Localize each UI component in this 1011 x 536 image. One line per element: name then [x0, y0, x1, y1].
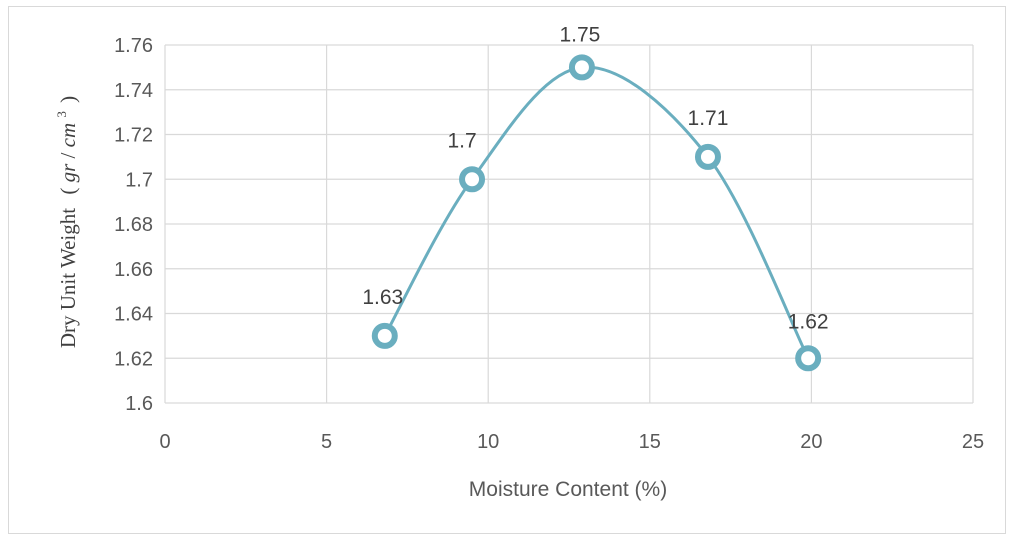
data-point: [459, 166, 486, 193]
data-points: [371, 54, 822, 372]
y-tick-label: 1.76: [114, 35, 153, 57]
y-axis-unit-cm: cm: [56, 123, 80, 148]
y-tick-label: 1.66: [114, 259, 153, 281]
x-tick-label: 15: [639, 431, 661, 453]
data-label: 1.75: [559, 23, 600, 46]
x-tick-label: 25: [962, 431, 984, 453]
x-axis-title: Moisture Content (%): [469, 478, 667, 501]
x-tick-label: 0: [159, 431, 170, 453]
y-tick-label: 1.74: [114, 80, 153, 102]
x-tick-labels: 0 5 10 15 20 25: [159, 431, 984, 453]
x-tick-label: 5: [321, 431, 332, 453]
data-label: 1.62: [788, 310, 829, 333]
y-tick-label: 1.68: [114, 214, 153, 236]
y-axis-title: Dry Unit Weight ( gr / cm 3 ): [47, 96, 80, 348]
x-tick-label: 20: [800, 431, 822, 453]
y-axis-unit-exponent: 3: [54, 111, 69, 118]
data-point: [694, 143, 721, 170]
y-tick-label: 1.64: [114, 304, 153, 326]
y-axis-title-text: Dry Unit Weight: [56, 208, 80, 348]
y-tick-label: 1.62: [114, 348, 153, 370]
y-axis-unit-slash: /: [56, 152, 80, 158]
y-tick-label: 1.72: [114, 125, 153, 147]
data-label: 1.71: [688, 107, 729, 130]
series-curve: [383, 65, 810, 359]
data-point: [371, 322, 398, 349]
y-tick-labels: 1.6 1.62 1.64 1.66 1.68 1.7 1.72 1.74 1.76: [114, 35, 153, 415]
y-axis-unit-open: (: [56, 188, 80, 195]
data-labels: 1.63 1.7 1.75 1.71 1.62: [362, 23, 828, 333]
data-point: [568, 54, 595, 81]
data-label: 1.7: [447, 129, 476, 152]
grid: [164, 44, 974, 404]
data-point: [795, 345, 822, 372]
x-tick-label: 10: [477, 431, 499, 453]
y-tick-label: 1.6: [125, 393, 153, 415]
y-axis-unit-close: ): [56, 96, 80, 103]
series-line: [383, 65, 810, 359]
chart-frame: [8, 6, 1006, 534]
data-label: 1.63: [362, 286, 403, 309]
y-tick-label: 1.7: [125, 169, 153, 191]
y-axis-unit-gr: gr: [56, 163, 80, 183]
